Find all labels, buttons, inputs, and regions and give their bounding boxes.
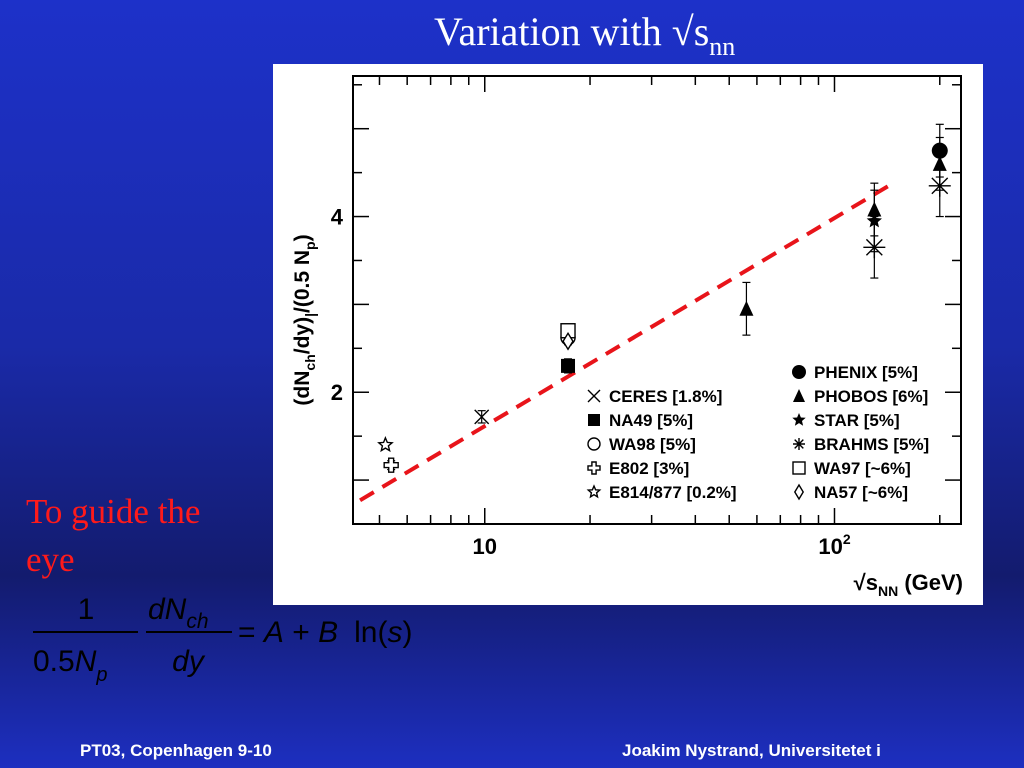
y-tick-label: 2 — [331, 380, 343, 405]
formula-var-s: s — [387, 616, 402, 649]
legend-marker — [587, 461, 601, 475]
title-main: Variation with √s — [434, 9, 710, 54]
x-axis-label: √sNN (GeV) — [854, 570, 963, 599]
guide-line-2: eye — [26, 540, 75, 579]
formula-den2: dy — [172, 645, 206, 678]
x-label-sub: NN — [878, 583, 898, 599]
legend-label: E814/877 [0.2%] — [609, 483, 737, 502]
legend-label: NA49 [5%] — [609, 411, 693, 430]
x-tick-exponent: 2 — [843, 531, 851, 547]
formula-num1: 1 — [78, 593, 95, 626]
formula-ln: ln( — [354, 616, 387, 649]
formula-var-a: A — [262, 616, 284, 649]
plot-panel: 2 4 10 102 CERES [1.8%] NA49 [5%] WA98 [5%] E8… — [273, 64, 983, 605]
legend-label: PHOBOS [6%] — [814, 387, 928, 406]
y-label-sub: ch — [302, 354, 318, 370]
data-point — [928, 174, 951, 197]
formula-num2-sub: ch — [186, 610, 208, 633]
legend-label: WA98 [5%] — [609, 435, 696, 454]
legend-marker — [792, 365, 806, 379]
formula-den1-var: N — [75, 645, 97, 678]
y-label-part: /dy) — [291, 317, 314, 354]
y-label-sub: p — [302, 241, 318, 250]
formula-equals: = — [238, 616, 264, 649]
plot-frame — [352, 75, 962, 525]
data-point — [562, 331, 574, 351]
x-label-part: (GeV) — [898, 570, 963, 595]
legend-marker — [793, 389, 805, 402]
data-point — [377, 436, 394, 453]
footer-conference: PT03, Copenhagen 9-10 — [80, 741, 272, 760]
legend-label: NA57 [~6%] — [814, 483, 908, 502]
legend-label: STAR [5%] — [814, 411, 900, 430]
x-label-part: √s — [854, 570, 878, 595]
legend-marker — [793, 483, 805, 501]
formula-den1: 0.5Np — [33, 645, 108, 686]
guide-note: To guide the eye — [26, 488, 286, 584]
x-tick-label: 102 — [818, 531, 850, 559]
y-label-sub: | — [302, 313, 318, 317]
y-tick-label: 4 — [331, 205, 344, 230]
x-tick-label: 10 — [473, 534, 497, 559]
data-point — [739, 300, 754, 316]
guide-line-1: To guide the — [26, 492, 201, 531]
footer-author: Joakim Nystrand, Universitetet i — [622, 741, 881, 760]
y-label-part: /(0.5 N — [291, 250, 314, 313]
data-point — [474, 409, 490, 425]
data-point — [863, 236, 886, 259]
legend-marker — [587, 389, 601, 403]
slide-title: Variation with √snn — [434, 8, 994, 64]
legend-marker — [793, 438, 805, 450]
legend-label: CERES [1.8%] — [609, 387, 722, 406]
data-point — [383, 457, 399, 473]
data-point — [561, 358, 576, 373]
legend-marker — [792, 461, 806, 475]
title-subscript: nn — [709, 32, 736, 61]
chart: 2 4 10 102 CERES [1.8%] NA49 [5%] WA98 [5%] E8… — [291, 75, 963, 599]
legend-label: E802 [3%] — [609, 459, 689, 478]
legend-marker — [586, 484, 602, 499]
formula-close-paren: ) — [402, 616, 412, 649]
formula-num2-var: dN — [148, 593, 187, 626]
legend-marker — [587, 437, 601, 451]
y-axis-label: (dNch/dy)|/(0.5 Np) — [291, 234, 318, 405]
legend-marker — [588, 414, 600, 426]
formula-den1-sub: p — [95, 664, 107, 686]
y-label-part: (dN — [291, 371, 314, 406]
legend-marker — [792, 413, 806, 426]
y-label-part: ) — [291, 234, 314, 241]
legend-label: BRAHMS [5%] — [814, 435, 929, 454]
formula-den1-num: 0.5 — [33, 645, 75, 678]
formula-var-b: B — [318, 616, 338, 649]
formula-plus: + — [284, 616, 318, 649]
formula-num2: dNch — [148, 593, 209, 633]
legend-label: WA97 [~6%] — [814, 459, 911, 478]
legend-label: PHENIX [5%] — [814, 363, 918, 382]
